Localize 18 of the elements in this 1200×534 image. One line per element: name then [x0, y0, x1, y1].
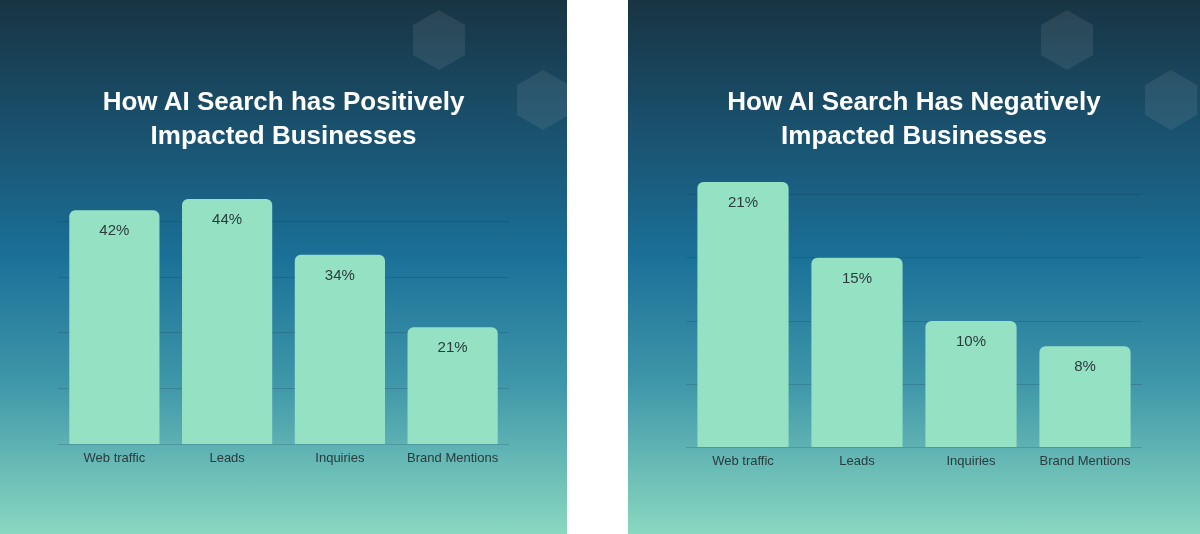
x-tick-label: Leads [839, 452, 876, 468]
data-label: 8% [1074, 357, 1096, 375]
x-tick-label: Brand Mentions [407, 449, 499, 465]
data-label: 15% [841, 268, 873, 286]
chart-title: How AI Search Has Negatively Impacted Businesses [726, 85, 1102, 152]
x-tick-label: Inquiries [946, 452, 997, 468]
chart-title: How AI Search has Positively Impacted Businesses [101, 85, 466, 152]
data-label: 44% [212, 210, 243, 228]
x-tick-label: Brand Mentions [1039, 452, 1132, 468]
data-label: 21% [437, 338, 468, 356]
x-tick-label: Leads [209, 449, 246, 465]
data-label: 42% [99, 221, 130, 239]
x-tick-label: Web traffic [712, 452, 775, 468]
data-label: 21% [727, 193, 759, 211]
x-tick-label: Web traffic [83, 449, 146, 465]
data-label: 10% [955, 332, 987, 350]
data-label: 34% [324, 265, 355, 283]
x-tick-label: Inquiries [315, 449, 365, 465]
